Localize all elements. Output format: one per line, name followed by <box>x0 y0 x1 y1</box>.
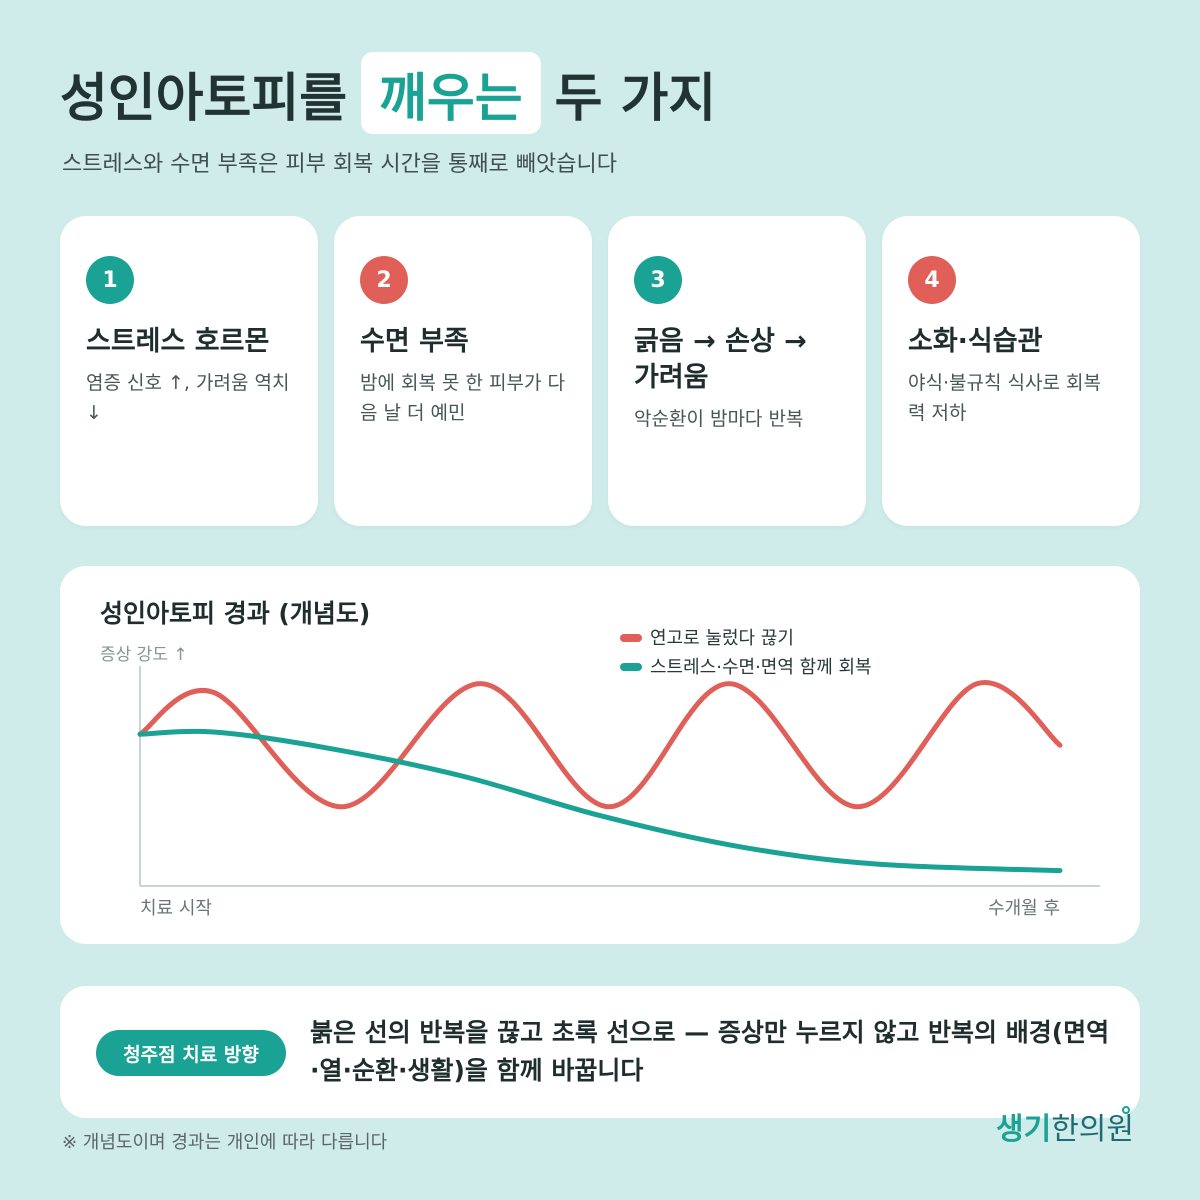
title-text-after: 두 가지 <box>554 68 717 129</box>
banner-pill: 청주점 치료 방향 <box>96 1030 286 1076</box>
card-itch-cycle: 3 긁음 → 손상 → 가려움 악순환이 밤마다 반복 <box>608 216 866 526</box>
page-title: 성인아토피를 깨우는 두 가지 <box>60 52 716 134</box>
card-description: 밤에 회복 못 한 피부가 다음 날 더 예민 <box>360 372 565 424</box>
card-digestion-diet: 4 소화·식습관 야식·불규칙 식사로 회복력 저하 <box>882 216 1140 526</box>
card-description: 악순환이 밤마다 반복 <box>634 408 804 430</box>
card-number-badge: 2 <box>360 256 408 304</box>
card-number-badge: 3 <box>634 256 682 304</box>
legend-label-teal: 스트레스·수면·면역 함께 회복 <box>650 657 872 678</box>
series-line-ointment <box>137 679 1063 810</box>
y-axis-label: 증상 강도 ↑ <box>100 645 188 665</box>
title-highlight: 깨우는 <box>361 52 541 134</box>
footnote: ※ 개념도이며 경과는 개인에 따라 다릅니다 <box>62 1132 388 1153</box>
card-stress-hormone: 1 스트레스 호르몬 염증 신호 ↑, 가려움 역치 ↓ <box>60 216 318 526</box>
x-tick-label-end: 수개월 후 <box>988 898 1060 919</box>
card-number-badge: 4 <box>908 256 956 304</box>
logo-dot-icon <box>1122 1106 1130 1114</box>
legend-label-red: 연고로 눌렀다 끊기 <box>650 628 794 649</box>
title-text-before: 성인아토피를 <box>60 68 348 129</box>
banner-text: 붉은 선의 반복을 끊고 초록 선으로 — 증상만 누르지 않고 반복의 배경(… <box>310 1018 1110 1085</box>
legend-swatch-teal <box>620 663 642 671</box>
chart-svg: 증상 강도 ↑ 치료 시작 수개월 후 연고로 눌렀다 끊기 스트레스·수면·면… <box>100 628 1100 919</box>
card-title: 스트레스 호르몬 <box>86 326 270 357</box>
legend-swatch-red <box>620 634 642 642</box>
card-description: 야식·불규칙 식사로 회복력 저하 <box>908 372 1101 424</box>
x-tick-label-start: 치료 시작 <box>140 898 212 919</box>
card-number-badge: 1 <box>86 256 134 304</box>
card-title: 소화·식습관 <box>908 326 1043 357</box>
card-description: 염증 신호 ↑, 가려움 역치 ↓ <box>86 372 290 424</box>
logo-text-part1: 생기 <box>996 1112 1052 1147</box>
treatment-banner: 청주점 치료 방향 붉은 선의 반복을 끊고 초록 선으로 — 증상만 누르지 … <box>60 986 1140 1118</box>
series-line-holistic <box>137 728 1063 874</box>
chart-panel: 성인아토피 경과 (개념도) 증상 강도 ↑ 치료 시작 수개월 후 연고로 눌… <box>60 566 1140 944</box>
clinic-logo: 생기한의원 <box>996 1104 1134 1148</box>
chart-title: 성인아토피 경과 (개념도) <box>100 599 371 628</box>
card-sleep-deprivation: 2 수면 부족 밤에 회복 못 한 피부가 다음 날 더 예민 <box>334 216 592 526</box>
page-subtitle: 스트레스와 수면 부족은 피부 회복 시간을 통째로 빼앗습니다 <box>62 152 617 177</box>
card-title: 긁음 → 손상 → 가려움 <box>634 326 807 393</box>
card-title: 수면 부족 <box>360 326 469 357</box>
logo-text-part2: 한의원 <box>1051 1112 1135 1147</box>
